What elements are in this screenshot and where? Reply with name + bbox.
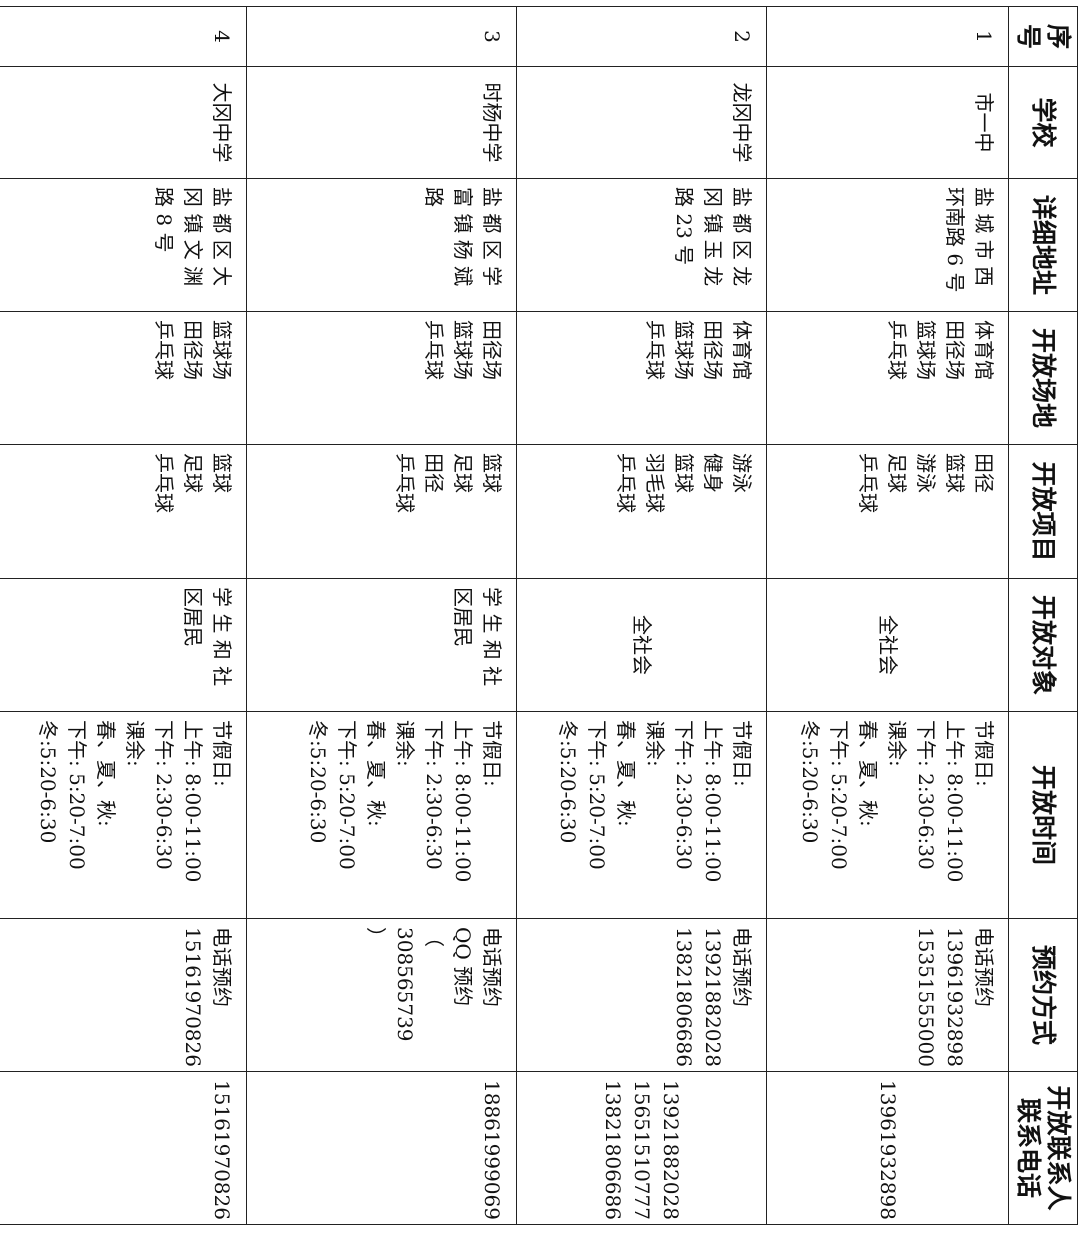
header-venues: 开放场地 xyxy=(1008,311,1078,445)
cell-contact: 15161970826 xyxy=(0,1071,247,1225)
cell-items: 游泳 健身 篮球 羽毛球 乒乓球 xyxy=(516,444,767,579)
cell-no: 1 xyxy=(766,6,1009,67)
cell-hours: 节假日: 上午: 8:00-11:00 下午: 2:30-6:30 课余: 春、… xyxy=(766,711,1009,919)
cell-venues: 体育馆 田径场 篮球场 乒乓球 xyxy=(516,311,767,445)
rotated-table-page: 序 号 学校 详细地址 开放场地 开放项目 开放对象 开放时间 预约方式 开放联… xyxy=(0,6,1078,1225)
header-hours: 开放时间 xyxy=(1008,711,1078,919)
header-audience: 开放对象 xyxy=(1008,578,1078,712)
header-address: 详细地址 xyxy=(1008,178,1078,312)
cell-school: 龙冈中学 xyxy=(516,66,767,179)
cell-audience: 全社会 xyxy=(516,578,767,712)
school-facilities-table: 序 号 学校 详细地址 开放场地 开放项目 开放对象 开放时间 预约方式 开放联… xyxy=(0,6,1078,1225)
header-contact: 开放联系人 联系电话 xyxy=(1008,1071,1078,1225)
cell-no: 2 xyxy=(516,6,767,67)
cell-contact: 18861999069 xyxy=(246,1071,517,1225)
cell-school: 大冈中学 xyxy=(0,66,247,179)
cell-hours: 节假日: 上午: 8:00-11:00 下午: 2:30-6:30 课余: 春、… xyxy=(516,711,767,919)
cell-booking: 电话预约 15161970826 xyxy=(0,918,247,1072)
cell-address: 盐 都 区 龙 冈 镇 玉 龙 路 23 号 xyxy=(516,178,767,312)
cell-venues: 体育馆 田径场 篮球场 乒乓球 xyxy=(766,311,1009,445)
cell-venues: 田径场 篮球场 乒乓球 xyxy=(246,311,517,445)
header-school: 学校 xyxy=(1008,66,1078,179)
cell-contact: 13921882028 15651510777 13821806686 xyxy=(516,1071,767,1225)
cell-address: 盐 城 市 西 环南路 6 号 xyxy=(766,178,1009,312)
cell-items: 篮球 足球 田径 乒乓球 xyxy=(246,444,517,579)
cell-venues: 篮球场 田径场 乒乓球 xyxy=(0,311,247,445)
cell-hours: 节假日: 上午: 8:00-11:00 下午: 2:30-6:30 课余: 春、… xyxy=(0,711,247,919)
cell-no: 4 xyxy=(0,6,247,67)
header-items: 开放项目 xyxy=(1008,444,1078,579)
cell-address: 盐 都 区 学 富 镇 杨 斌 路 xyxy=(246,178,517,312)
cell-no: 3 xyxy=(246,6,517,67)
cell-school: 市一中 xyxy=(766,66,1009,179)
cell-address: 盐 都 区 大 冈 镇 文 渊 路 8 号 xyxy=(0,178,247,312)
header-booking: 预约方式 xyxy=(1008,918,1078,1072)
table-row: 2 龙冈中学 盐 都 区 龙 冈 镇 玉 龙 路 23 号 体育馆 田径场 篮球… xyxy=(516,6,767,1225)
cell-audience: 学 生 和 社 区居民 xyxy=(0,578,247,712)
table-row: 3 时杨中学 盐 都 区 学 富 镇 杨 斌 路 田径场 篮球场 乒乓球 篮球 … xyxy=(246,6,517,1225)
cell-booking: 电话预约 QQ 预约 （ 308565739 ） xyxy=(246,918,517,1072)
cell-items: 篮球 足球 乒乓球 xyxy=(0,444,247,579)
cell-items: 田径 篮球 游泳 足球 乒乓球 xyxy=(766,444,1009,579)
header-row: 序 号 学校 详细地址 开放场地 开放项目 开放对象 开放时间 预约方式 开放联… xyxy=(1008,6,1078,1225)
cell-booking: 电话预约 13921882028 13821806686 xyxy=(516,918,767,1072)
cell-booking: 电话预约 13961932898 15351555000 xyxy=(766,918,1009,1072)
table-row: 4 大冈中学 盐 都 区 大 冈 镇 文 渊 路 8 号 篮球场 田径场 乒乓球… xyxy=(0,6,247,1225)
table-row: 1 市一中 盐 城 市 西 环南路 6 号 体育馆 田径场 篮球场 乒乓球 田径… xyxy=(766,6,1009,1225)
cell-school: 时杨中学 xyxy=(246,66,517,179)
cell-hours: 节假日: 上午: 8:00-11:00 下午: 2:30-6:30 课余: 春、… xyxy=(246,711,517,919)
cell-contact: 13961932898 xyxy=(766,1071,1009,1225)
cell-audience: 学 生 和 社 区居民 xyxy=(246,578,517,712)
cell-audience: 全社会 xyxy=(766,578,1009,712)
header-no: 序 号 xyxy=(1008,6,1078,67)
